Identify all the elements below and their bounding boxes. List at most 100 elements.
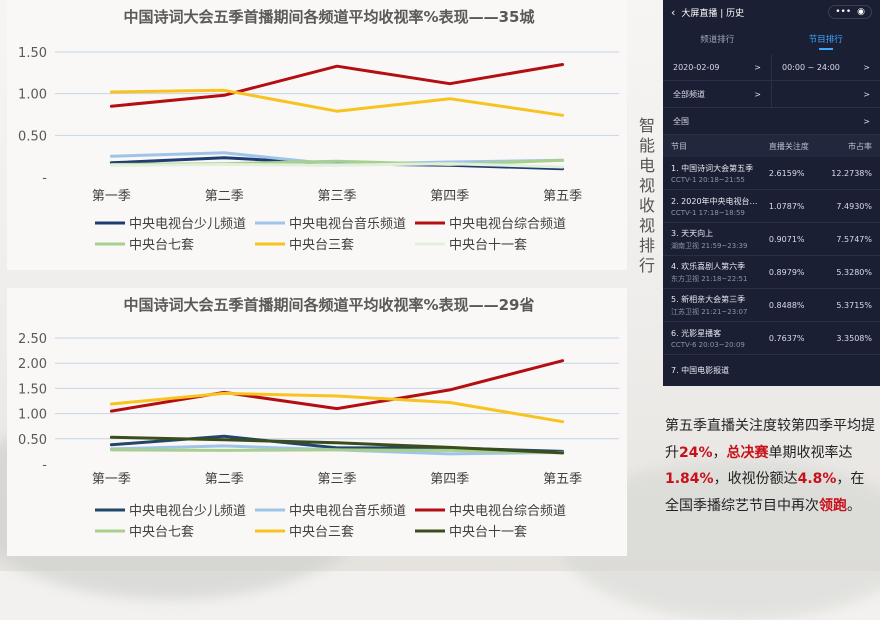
program-airtime: CCTV-6 20:03~20:09 bbox=[671, 340, 745, 349]
ranking-row[interactable]: 4. 欢乐喜剧人第六季 东方卫视 21:18~22:51 0.8979% 5.3280… bbox=[663, 256, 880, 289]
chart-panel-35-cities: 中国诗词大会五季首播期间各频道平均收视率%表现——35城 - 0.50 1.00 1.5… bbox=[7, 0, 627, 270]
capsule-menu[interactable]: ••• ◉ bbox=[828, 5, 872, 19]
side-title: 智能电视收视排行 bbox=[638, 116, 655, 275]
program-cell: 5. 新相亲大会第三季 江苏卫视 21:21~23:07 bbox=[671, 294, 769, 317]
chevron-right-icon: > bbox=[754, 62, 761, 72]
channel-value: 全部频道 bbox=[673, 89, 705, 99]
y-tick-label: 1.50 bbox=[18, 46, 47, 61]
legend-label: 中央台十一套 bbox=[449, 237, 527, 253]
line-chart-35-cities: 中国诗词大会五季首播期间各频道平均收视率%表现——35城 - 0.50 1.00 1.5… bbox=[18, 8, 619, 253]
program-name: 1. 中国诗词大会第五季 bbox=[671, 163, 754, 173]
share-cell: 12.2738% bbox=[831, 168, 872, 178]
program-name: 3. 天天向上 bbox=[671, 228, 714, 238]
x-tick-label: 第五季 bbox=[543, 189, 582, 204]
series-line-5 bbox=[109, 88, 565, 117]
filter-row-region: 全国 > bbox=[663, 108, 880, 135]
x-tick-label: 第四季 bbox=[430, 189, 469, 204]
ranking-table-body: 1. 中国诗词大会第五季 CCTV-1 20:18~21:55 2.6159% 12.… bbox=[663, 157, 880, 386]
series-line-3 bbox=[109, 359, 565, 413]
tab-program-ranking[interactable]: 节目排行 bbox=[808, 35, 843, 50]
note-highlight: 24% bbox=[679, 444, 713, 461]
region-value: 全国 bbox=[673, 116, 689, 126]
series-line-3 bbox=[109, 63, 565, 108]
program-cell: 4. 欢乐喜剧人第六季 东方卫视 21:18~22:51 bbox=[671, 261, 769, 284]
time-filter[interactable]: 00:00 ~ 24:00 > bbox=[771, 54, 880, 80]
target-icon[interactable]: ◉ bbox=[857, 7, 865, 17]
more-icon[interactable]: ••• bbox=[835, 7, 852, 17]
series-line-6 bbox=[109, 162, 565, 169]
attention-cell: 0.9071% bbox=[768, 234, 805, 244]
program-name: 5. 新相亲大会第三季 bbox=[671, 294, 746, 304]
legend-label: 中央台七套 bbox=[129, 237, 194, 253]
program-name: 6. 光影星播客 bbox=[671, 328, 722, 338]
share-cell: 5.3715% bbox=[836, 300, 872, 310]
attention-cell: 0.8488% bbox=[768, 300, 805, 310]
note-highlight: 1.84% bbox=[665, 471, 714, 487]
x-tick-label: 第三季 bbox=[317, 472, 356, 487]
app-title: 大屏直播 | 历史 bbox=[681, 8, 745, 19]
date-value: 2020-02-09 bbox=[673, 62, 720, 72]
note-text: 。 bbox=[847, 497, 861, 514]
series-line-6 bbox=[109, 435, 565, 455]
x-tick-label: 第一季 bbox=[92, 189, 131, 204]
share-cell: 7.4930% bbox=[836, 201, 872, 211]
legend-label: 中央台十一套 bbox=[449, 524, 527, 540]
ranking-row[interactable]: 7. 中国电影报道 bbox=[663, 355, 880, 386]
tab-channel-ranking[interactable]: 频道排行 bbox=[700, 35, 735, 45]
note-highlight: 总决赛 bbox=[726, 444, 769, 461]
ranking-row[interactable]: 2. 2020年中央电视台… CCTV-1 17:18~18:59 1.0787% 7… bbox=[663, 190, 880, 223]
note-highlight: 4.8% bbox=[797, 471, 837, 487]
y-tick-label: 1.50 bbox=[18, 382, 47, 397]
program-airtime: 湖南卫视 21:59~23:39 bbox=[671, 241, 748, 250]
x-tick-label: 第一季 bbox=[92, 472, 131, 487]
chevron-left-icon[interactable]: ‹ bbox=[671, 5, 676, 19]
note-text: 第五季直播关注度较第四季平均提升 bbox=[665, 418, 875, 461]
legend-label: 中央电视台少儿频道 bbox=[129, 504, 246, 519]
date-filter[interactable]: 2020-02-09 > bbox=[663, 54, 771, 80]
program-airtime: 东方卫视 21:18~22:51 bbox=[671, 274, 748, 283]
chevron-right-icon: > bbox=[863, 89, 870, 99]
program-name: 2. 2020年中央电视台… bbox=[671, 196, 758, 206]
x-tick-label: 第三季 bbox=[317, 189, 356, 204]
legend-label: 中央电视台音乐频道 bbox=[289, 503, 406, 519]
ranking-row[interactable]: 3. 天天向上湖南卫视 21:59~23:39 0.9071% 7.5747% bbox=[663, 223, 880, 256]
note-text: ，在全国季播综艺节目中再次 bbox=[665, 471, 865, 514]
program-airtime: CCTV-1 17:18~18:59 bbox=[671, 208, 745, 217]
app-tabs: 频道排行 节目排行 bbox=[663, 28, 880, 50]
empty-filter[interactable]: > bbox=[771, 81, 880, 107]
x-tick-label: 第四季 bbox=[430, 472, 469, 487]
ranking-row[interactable]: 1. 中国诗词大会第五季 CCTV-1 20:18~21:55 2.6159% 12.… bbox=[663, 157, 880, 190]
x-tick-label: 第五季 bbox=[543, 472, 582, 487]
app-screenshot: ‹ 大屏直播 | 历史 ••• ◉ 频道排行 节目排行 2020-02-09 >… bbox=[663, 0, 880, 386]
y-tick-label: 1.00 bbox=[18, 408, 47, 423]
note-text: ， bbox=[712, 444, 727, 461]
ranking-table-header: 节目 直播关注度 市占率 bbox=[663, 135, 880, 157]
program-name: 7. 中国电影报道 bbox=[671, 365, 730, 375]
program-cell: 2. 2020年中央电视台… CCTV-1 17:18~18:59 bbox=[671, 196, 769, 217]
ranking-row[interactable]: 6. 光影星播客 CCTV-6 20:03~20:09 0.7637% 3.3508% bbox=[663, 322, 880, 355]
legend-label: 中央电视台综合频道 bbox=[449, 217, 566, 232]
line-chart-29-provinces: 中国诗词大会五季首播期间各频道平均收视率%表现——29省 - 0.50 1.00 1.5… bbox=[18, 296, 619, 540]
chevron-right-icon: > bbox=[863, 62, 870, 72]
series-line-5 bbox=[109, 391, 565, 424]
summary-note: 第五季直播关注度较第四季平均提升24%，总决赛单期收视率达 1.84%，收视份额达… bbox=[665, 413, 877, 519]
program-airtime: 江苏卫视 21:21~23:07 bbox=[671, 307, 748, 316]
x-tick-label: 第二季 bbox=[205, 472, 244, 487]
header-attention: 直播关注度 bbox=[768, 141, 809, 151]
legend-label: 中央电视台综合频道 bbox=[449, 504, 566, 519]
ranking-row[interactable]: 5. 新相亲大会第三季 江苏卫视 21:21~23:07 0.8488% 5.3715… bbox=[663, 289, 880, 322]
legend-label: 中央电视台音乐频道 bbox=[289, 216, 406, 232]
note-highlight: 领跑 bbox=[819, 497, 847, 514]
share-cell: 7.5747% bbox=[836, 234, 872, 244]
attention-cell: 0.8979% bbox=[768, 267, 805, 277]
program-name: 4. 欢乐喜剧人第六季 bbox=[671, 261, 746, 271]
legend-label: 中央台三套 bbox=[289, 237, 354, 253]
note-text: 单期收视率达 bbox=[768, 444, 853, 461]
region-filter[interactable]: 全国 > bbox=[663, 108, 880, 134]
y-tick-label: 0.50 bbox=[18, 433, 47, 448]
chevron-right-icon: > bbox=[863, 116, 870, 126]
chart-title: 中国诗词大会五季首播期间各频道平均收视率%表现——29省 bbox=[124, 296, 535, 314]
y-tick-label: 2.00 bbox=[18, 357, 47, 372]
y-tick-label: 1.00 bbox=[18, 88, 47, 103]
channel-filter[interactable]: 全部频道 > bbox=[663, 81, 771, 107]
